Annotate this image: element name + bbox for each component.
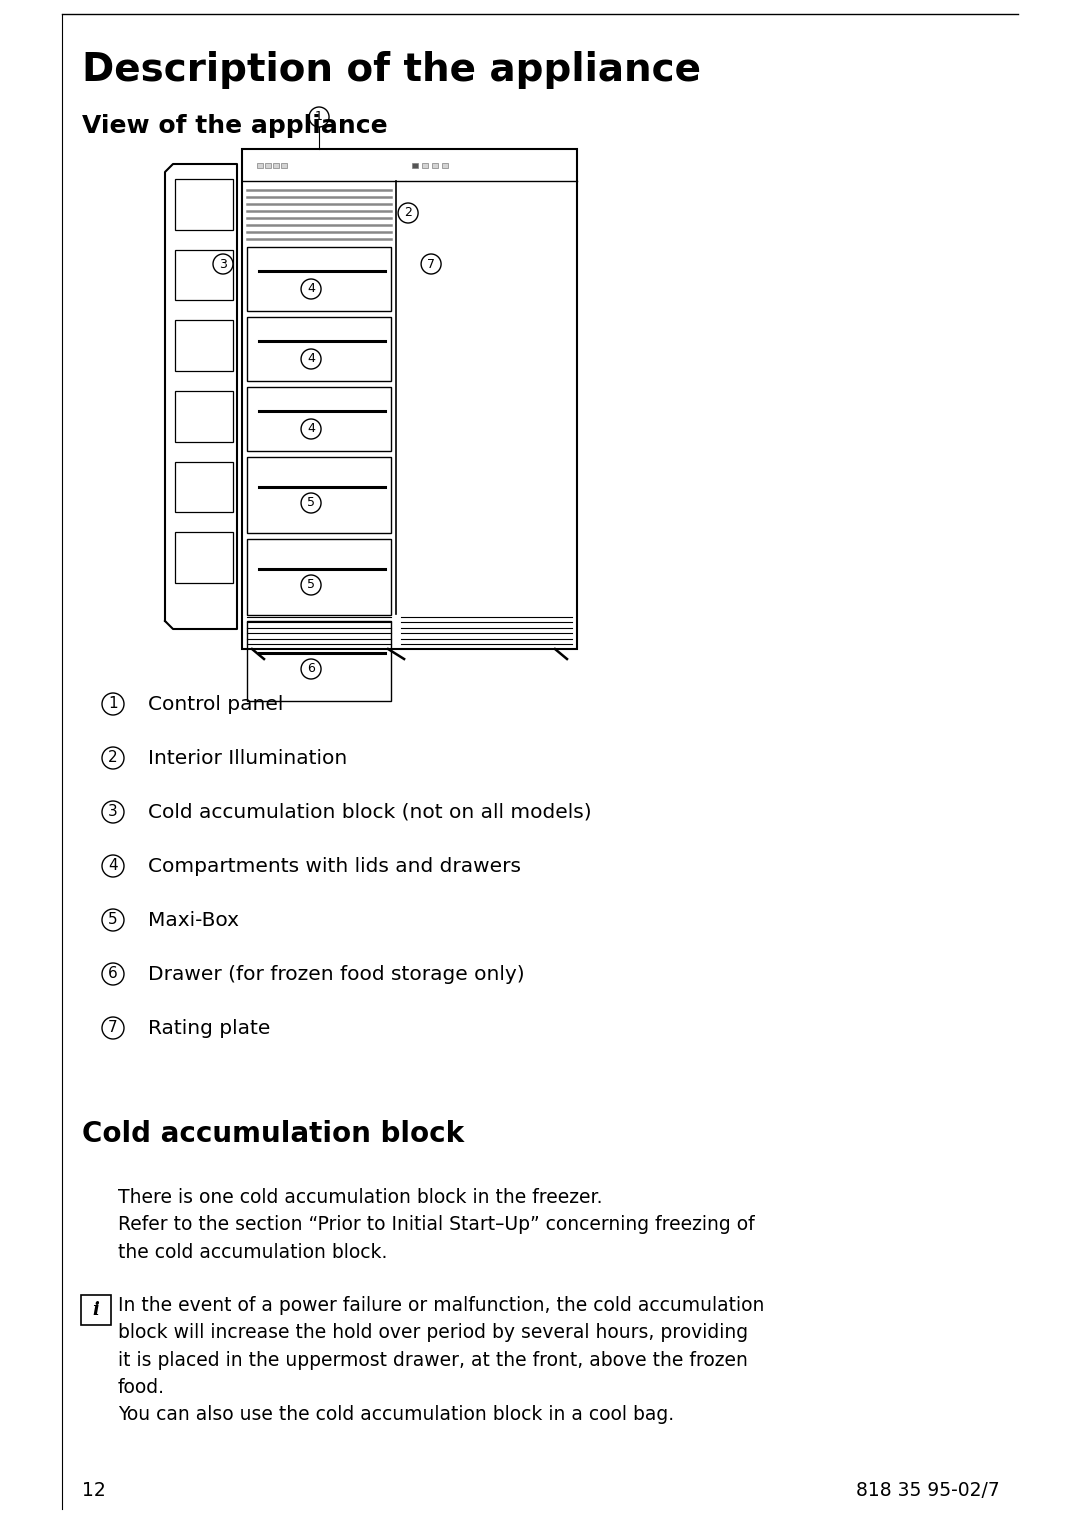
Bar <box>247 387 391 451</box>
Bar <box>175 532 233 583</box>
Text: 1: 1 <box>108 697 118 711</box>
Text: Interior Illumination: Interior Illumination <box>148 749 348 768</box>
Text: 6: 6 <box>108 966 118 982</box>
Bar <box>273 164 279 168</box>
Bar <box>175 249 233 301</box>
Text: 5: 5 <box>307 578 315 592</box>
Text: 7: 7 <box>108 1020 118 1035</box>
Text: 818 35 95-02/7: 818 35 95-02/7 <box>856 1482 1000 1500</box>
Bar <box>265 164 271 168</box>
Bar <box>257 164 264 168</box>
Text: Cold accumulation block: Cold accumulation block <box>82 1121 464 1148</box>
Text: In the event of a power failure or malfunction, the cold accumulation
block will: In the event of a power failure or malfu… <box>118 1297 765 1423</box>
Text: There is one cold accumulation block in the freezer.
Refer to the section “Prior: There is one cold accumulation block in … <box>118 1188 755 1261</box>
Text: Cold accumulation block (not on all models): Cold accumulation block (not on all mode… <box>148 803 592 821</box>
Text: Control panel: Control panel <box>148 694 283 714</box>
Text: 5: 5 <box>307 497 315 509</box>
Text: 3: 3 <box>219 257 227 271</box>
Text: 1: 1 <box>315 110 323 124</box>
Text: 7: 7 <box>427 257 435 271</box>
Bar <box>175 391 233 442</box>
Bar <box>247 540 391 615</box>
Text: 2: 2 <box>404 206 413 220</box>
Bar <box>421 164 428 168</box>
Text: Description of the appliance: Description of the appliance <box>82 50 701 89</box>
Text: 4: 4 <box>307 422 315 436</box>
Text: Rating plate: Rating plate <box>148 1018 270 1038</box>
Bar <box>242 148 577 648</box>
Text: i: i <box>93 1301 99 1320</box>
Bar <box>432 164 437 168</box>
Bar <box>247 621 391 700</box>
Text: 2: 2 <box>108 751 118 766</box>
Text: 12: 12 <box>82 1482 106 1500</box>
Text: 6: 6 <box>307 662 315 676</box>
Bar <box>247 457 391 534</box>
Bar <box>281 164 287 168</box>
Text: 4: 4 <box>307 283 315 295</box>
Bar <box>175 179 233 229</box>
Text: Maxi-Box: Maxi-Box <box>148 910 239 930</box>
Bar <box>411 164 418 168</box>
Text: Compartments with lids and drawers: Compartments with lids and drawers <box>148 856 521 876</box>
Text: 3: 3 <box>108 804 118 820</box>
Bar <box>247 317 391 381</box>
Bar <box>442 164 447 168</box>
Text: Drawer (for frozen food storage only): Drawer (for frozen food storage only) <box>148 965 525 983</box>
Text: 4: 4 <box>307 353 315 365</box>
Text: 4: 4 <box>108 858 118 873</box>
Text: 5: 5 <box>108 913 118 928</box>
Text: View of the appliance: View of the appliance <box>82 115 388 138</box>
Bar <box>175 462 233 512</box>
Bar <box>247 248 391 310</box>
Bar <box>175 320 233 372</box>
